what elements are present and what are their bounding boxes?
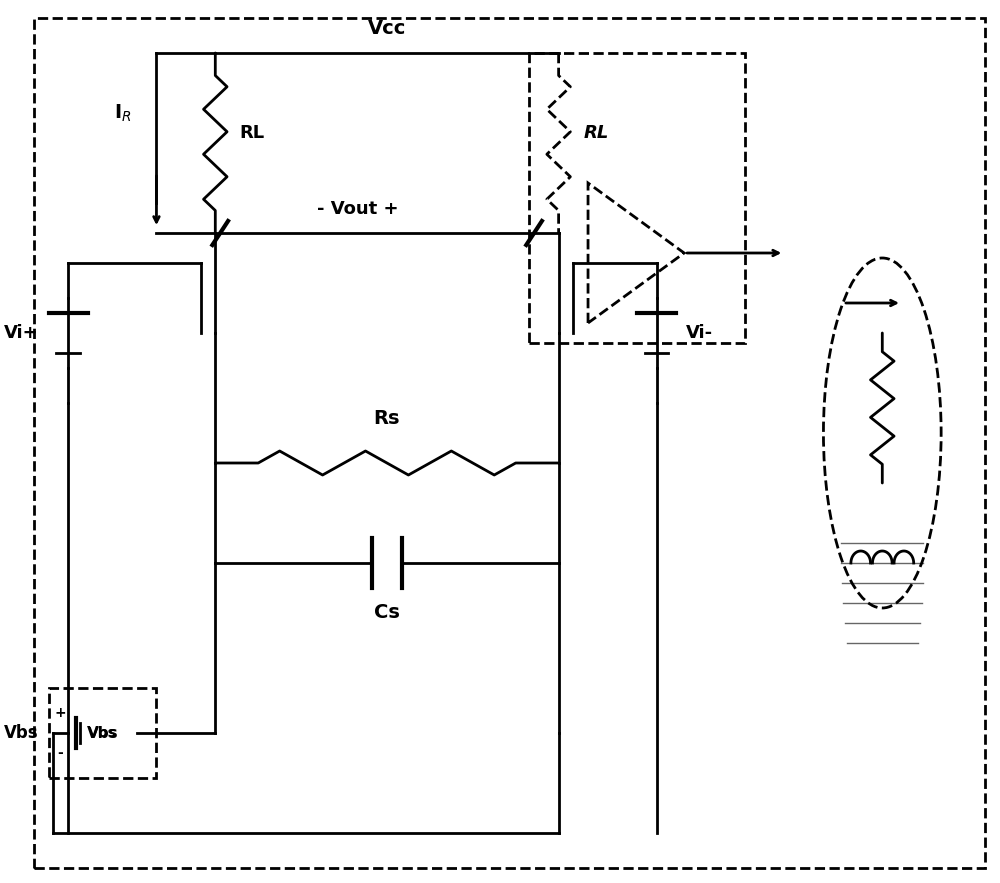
Text: RL: RL — [583, 124, 609, 142]
Text: Vbs: Vbs — [88, 726, 117, 740]
Text: +: + — [55, 706, 66, 720]
FancyBboxPatch shape — [68, 693, 137, 773]
Text: Vbs: Vbs — [4, 724, 39, 742]
Text: Cs: Cs — [374, 603, 400, 622]
Text: Vbs: Vbs — [87, 726, 118, 741]
Text: - Vout +: - Vout + — [317, 200, 398, 218]
Text: RL: RL — [240, 124, 265, 142]
Bar — [49, 688, 156, 778]
Text: Vi-: Vi- — [686, 324, 713, 342]
Text: Rs: Rs — [374, 409, 400, 428]
Text: Vcc: Vcc — [368, 19, 406, 38]
Text: I$_R$: I$_R$ — [114, 102, 132, 124]
Text: -: - — [57, 746, 63, 760]
Text: Vi+: Vi+ — [4, 324, 39, 342]
